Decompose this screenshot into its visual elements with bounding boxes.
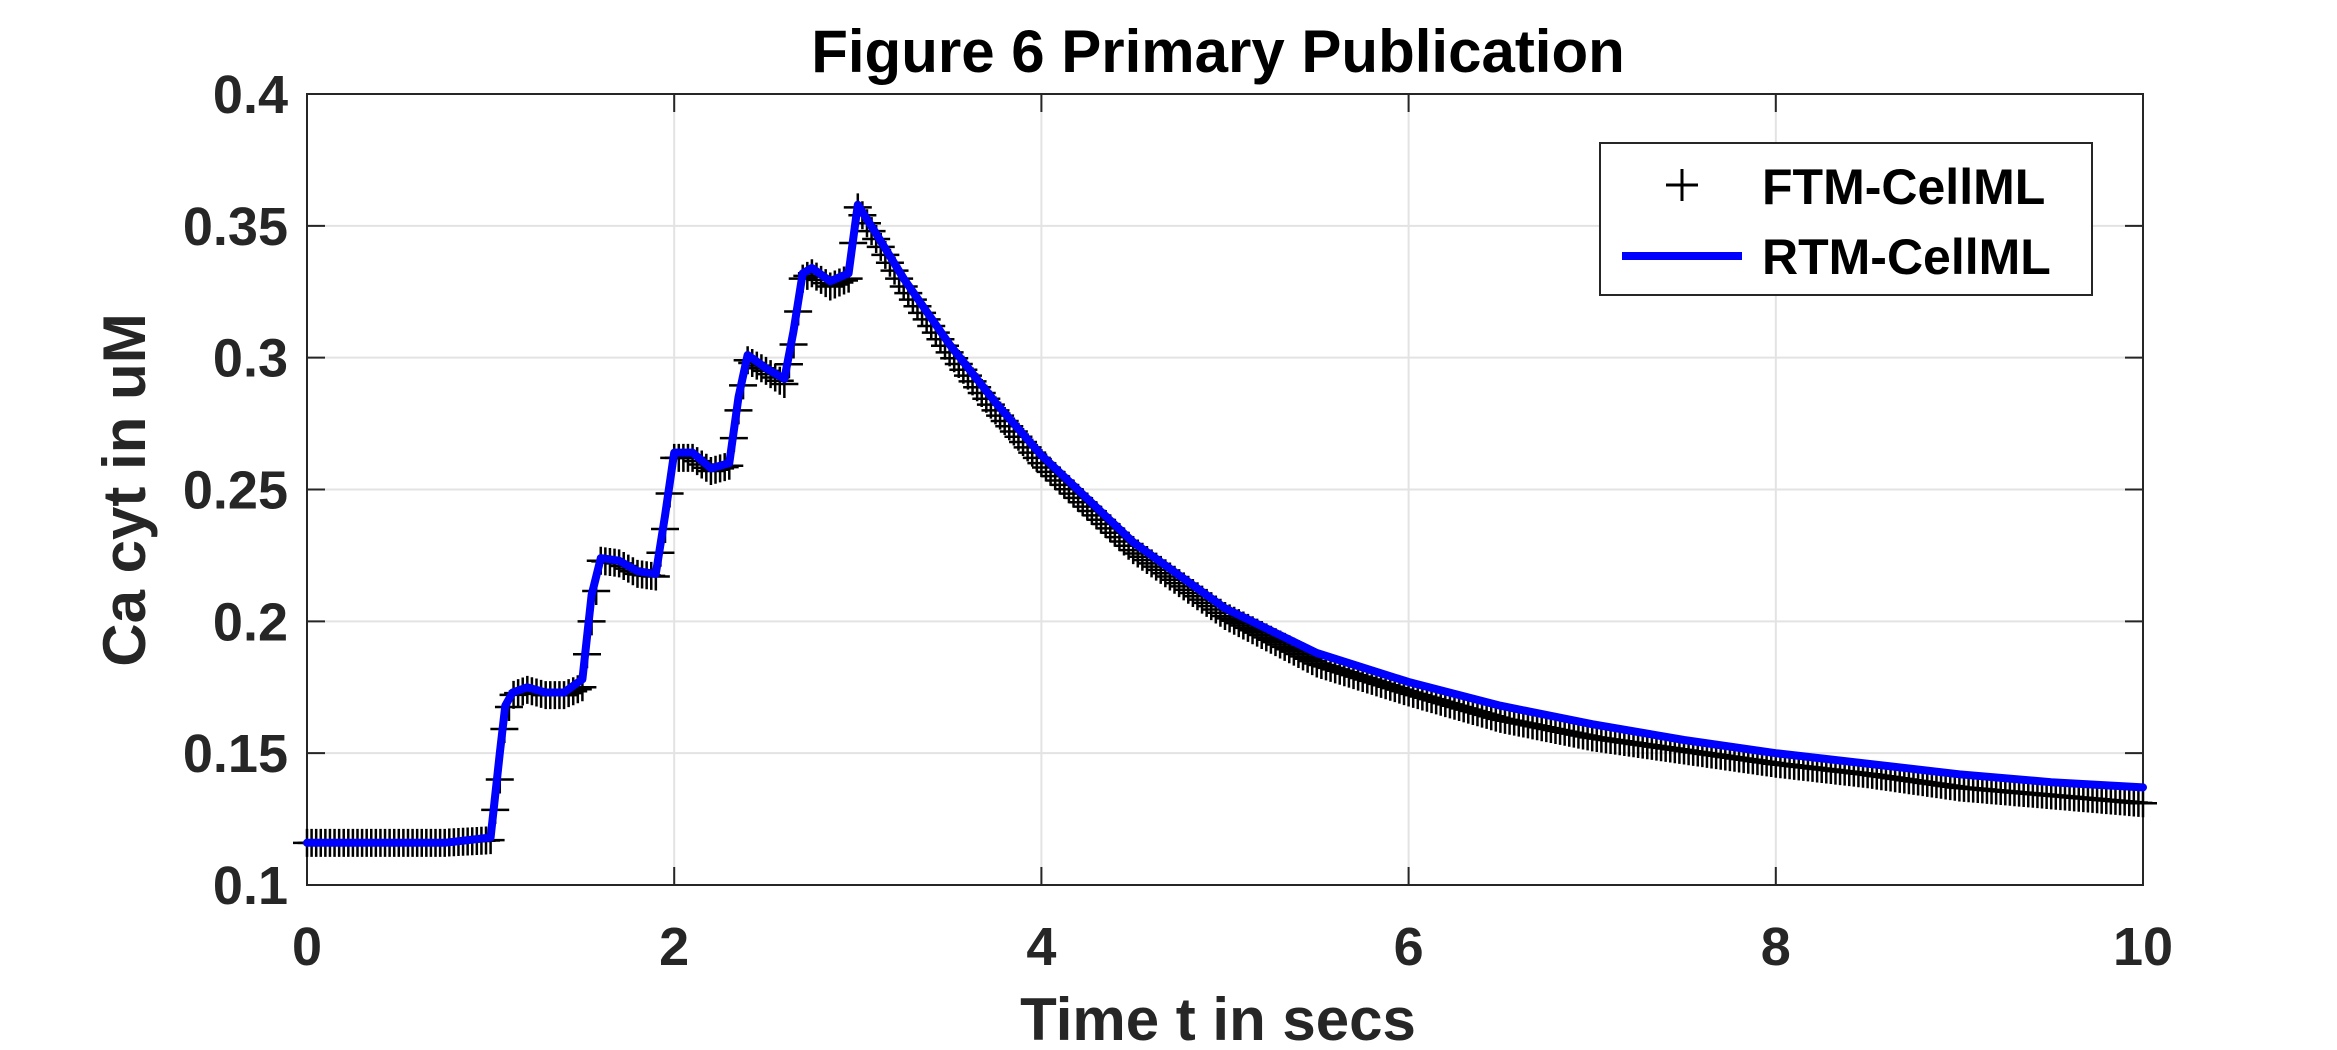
chart-title: Figure 6 Primary Publication xyxy=(811,18,1625,85)
x-tick-label: 0 xyxy=(292,917,322,977)
series-rtm-line xyxy=(303,200,2147,847)
legend: FTM-CellML RTM-CellML xyxy=(1599,142,2093,296)
y-tick-label: 0.1 xyxy=(213,856,288,916)
ftm-marker xyxy=(2129,789,2157,818)
y-axis-title: Ca cyt in uM xyxy=(91,313,158,666)
y-tick-label: 0.15 xyxy=(183,724,288,784)
x-tick-label: 2 xyxy=(659,917,689,977)
legend-label-rtm: RTM-CellML xyxy=(1762,229,2051,285)
y-tick-label: 0.3 xyxy=(213,329,288,389)
legend-marker-ftm xyxy=(1666,169,1698,201)
x-tick-label: 8 xyxy=(1761,917,1791,977)
axes: 0 2 4 6 8 10 0.1 0.15 0.2 0.25 0.3 0.35 0.4 xyxy=(183,65,2173,977)
y-tick-label: 0.25 xyxy=(183,461,288,521)
x-axis-title: Time t in secs xyxy=(1020,986,1416,1050)
series-layer xyxy=(293,193,2157,857)
x-tick-label: 6 xyxy=(1394,917,1424,977)
legend-box xyxy=(1599,142,2093,296)
y-tick-label: 0.2 xyxy=(213,592,288,652)
x-tick-label: 10 xyxy=(2113,917,2173,977)
legend-label-ftm: FTM-CellML xyxy=(1762,159,2045,215)
y-tick-label: 0.35 xyxy=(183,197,288,257)
x-tick-label: 4 xyxy=(1026,917,1056,977)
y-tick-label: 0.4 xyxy=(213,65,288,125)
